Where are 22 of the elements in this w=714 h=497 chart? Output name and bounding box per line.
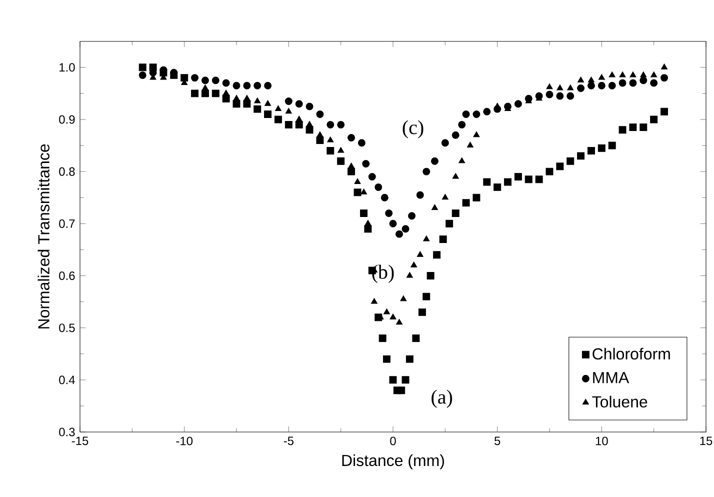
y-tick-label: 0.4: [59, 376, 75, 384]
x-axis-title: Distance (mm): [342, 454, 444, 470]
legend-label: Toluene: [592, 396, 648, 408]
x-tick-label: 0: [390, 436, 396, 446]
y-tick-label: 0.9: [59, 115, 75, 124]
y-axis-title: Normalized Transmittance: [38, 144, 50, 328]
y-tick-label: 0.6: [59, 271, 75, 280]
legend-label: Chloroform: [592, 348, 670, 360]
y-tick-label: 1.0: [60, 63, 75, 72]
x-tick-label: 15: [700, 436, 712, 446]
y-tick-label: 0.5: [59, 324, 75, 332]
annotation: (a): [432, 390, 452, 408]
y-tick-label: 0.3: [59, 428, 75, 436]
x-tick-label: -15: [72, 436, 88, 446]
y-tick-label: 0.7: [59, 219, 75, 228]
annotation: (c): [402, 120, 424, 138]
x-tick-label: -5: [284, 436, 294, 446]
x-tick-label: 5: [494, 436, 500, 446]
x-tick-label: -10: [176, 436, 193, 446]
y-tick-label: 0.8: [59, 167, 75, 176]
legend-label: MMA: [593, 372, 630, 384]
x-tick-label: 10: [596, 436, 608, 446]
